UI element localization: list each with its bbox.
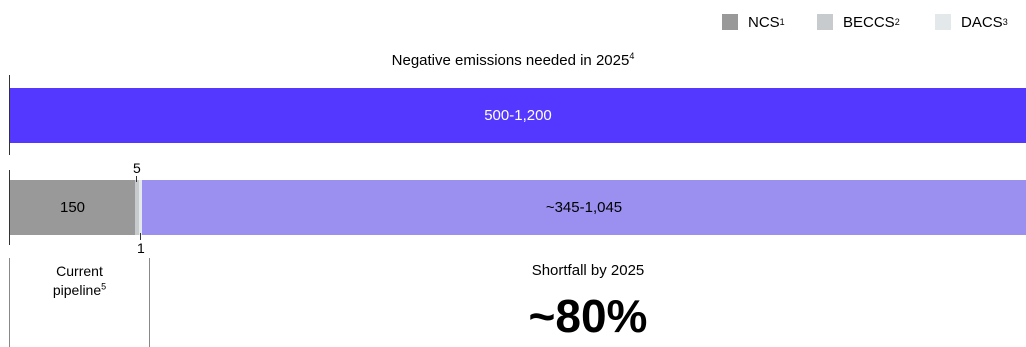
pipeline-bracket-right [149, 258, 150, 347]
shortfall-percent: ~80% [528, 290, 648, 342]
bar-segment-dacs [139, 180, 142, 235]
chart-title-sup: 4 [629, 51, 635, 61]
bar-segment-ncs: 150 [10, 180, 135, 235]
pipeline-label-line2: pipeline [52, 282, 102, 298]
legend-item-dacs: DACS 3 [935, 12, 1008, 32]
legend-label-dacs: DACS [961, 13, 1003, 31]
legend-label-beccs: BECCS [843, 13, 895, 31]
shortfall-label: Shortfall by 2025 [531, 262, 645, 279]
pipeline-label: Current pipeline5 [10, 262, 149, 300]
dacs-value-label: 1 [137, 240, 145, 256]
chart-title-text: Negative emissions needed in 2025 [391, 52, 630, 69]
bar-segment-ncs-label: 150 [59, 199, 86, 216]
pipeline-bracket-left [9, 258, 10, 347]
axis-line-bottom [9, 170, 10, 245]
legend-item-beccs: BECCS 2 [817, 12, 900, 32]
legend-swatch-dacs [935, 14, 951, 30]
legend-swatch-ncs [722, 14, 738, 30]
chart-title: Negative emissions needed in 20254 [0, 51, 1026, 70]
legend-item-ncs: NCS 1 [722, 12, 785, 32]
pipeline-label-line1: Current [56, 263, 103, 279]
bar-segment-shortfall: ~345-1,045 [142, 180, 1026, 235]
dacs-tick [140, 233, 141, 240]
bar-needed-label: 500-1,200 [484, 107, 552, 124]
bar-segment-shortfall-label: ~345-1,045 [545, 199, 623, 216]
bar-segment-beccs [135, 180, 139, 235]
beccs-tick [136, 176, 137, 182]
legend-label-ncs: NCS [748, 13, 780, 31]
axis-line-top [9, 75, 10, 155]
pipeline-label-sup: 5 [101, 281, 107, 292]
bar-needed: 500-1,200 [10, 88, 1026, 143]
legend-swatch-beccs [817, 14, 833, 30]
beccs-value-label: 5 [133, 160, 141, 176]
